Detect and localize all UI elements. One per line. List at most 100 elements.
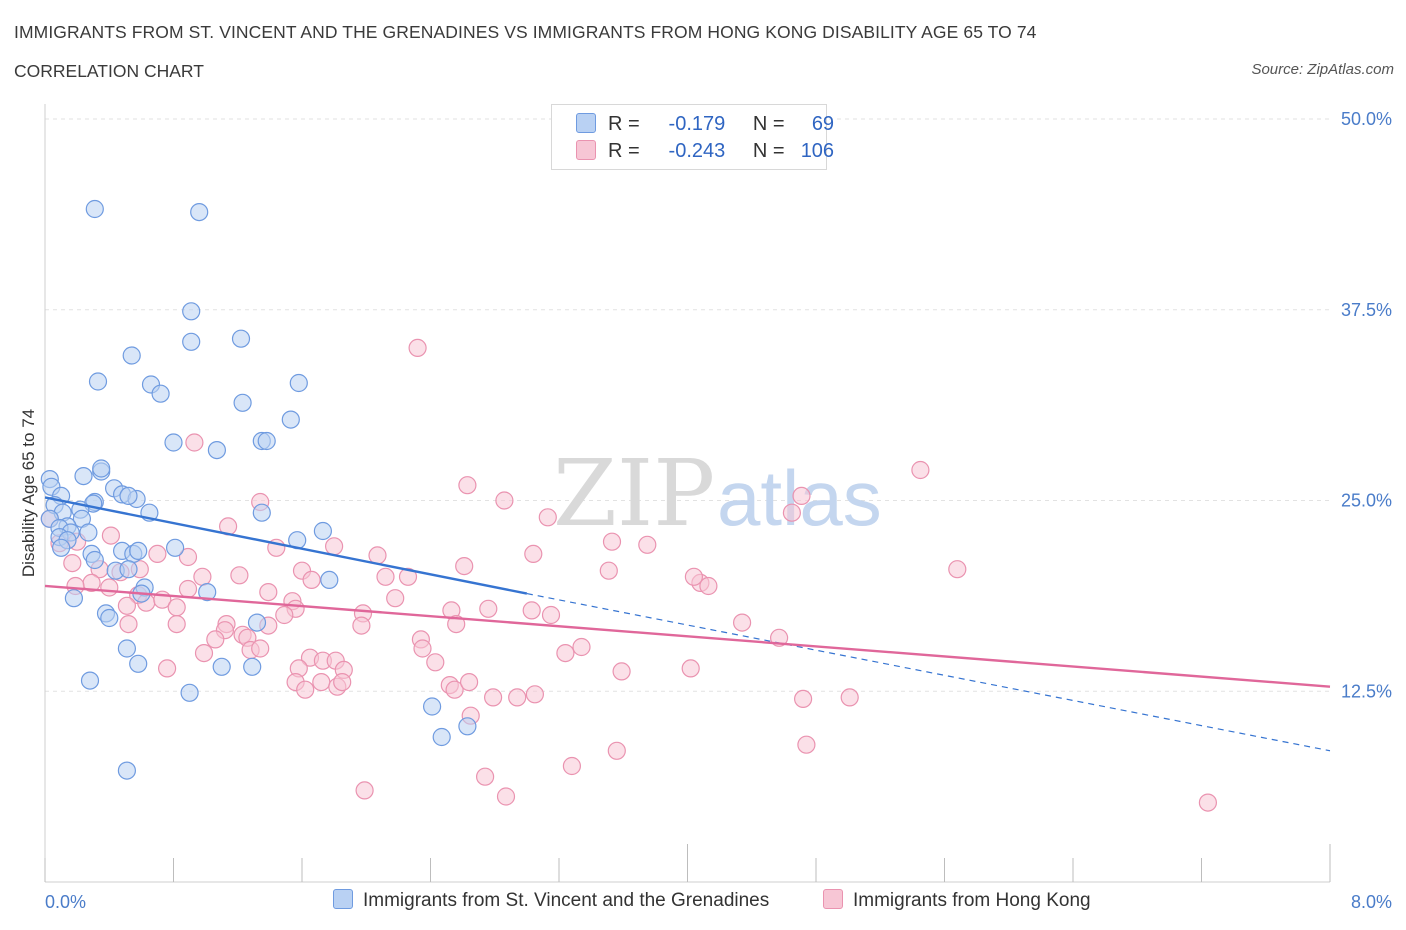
hong-kong-point-0 (408, 338, 427, 357)
st-vincent-point-42 (51, 538, 71, 557)
legend-row-st-vincent: R = -0.179 N = 69 (576, 113, 834, 139)
hong-kong-point-93 (508, 688, 527, 707)
hong-kong-point-71 (732, 613, 752, 632)
hong-kong-point-100 (562, 756, 582, 776)
st-vincent-point-65 (180, 683, 199, 702)
x-tick-label-max: 8.0% (1351, 892, 1392, 912)
hong-kong-point-81 (612, 662, 631, 681)
st-vincent-point-37 (79, 523, 98, 542)
st-vincent-point-18 (74, 467, 93, 486)
hong-kong-point-6 (792, 486, 811, 505)
series-legend: Immigrants from St. Vincent and the Gren… (0, 889, 1406, 915)
hong-kong-point-10 (101, 526, 121, 545)
hong-kong-point-55 (541, 605, 561, 625)
watermark: ZIP atlas (553, 440, 882, 547)
hong-kong-point-17 (325, 537, 344, 556)
st-vincent-point-60 (117, 639, 137, 658)
hong-kong-point-47 (167, 598, 186, 617)
hong-kong-point-91 (296, 680, 315, 699)
hong-kong-point-38 (178, 579, 198, 599)
hong-kong-point-104 (1198, 793, 1218, 812)
hong-kong-point-58 (167, 614, 186, 634)
hong-kong-point-15 (602, 532, 622, 551)
hong-kong-point-3 (458, 476, 477, 495)
watermark-zip: ZIP (553, 440, 715, 547)
hong-kong-point-7 (538, 508, 557, 527)
y-tick-label-0: 12.5% (1341, 681, 1392, 701)
hong-kong-point-99 (797, 735, 816, 754)
legend-n-value-hong-kong: 106 (800, 140, 835, 162)
hong-kong-point-33 (230, 566, 249, 585)
legend-swatch-st-vincent (333, 889, 353, 909)
st-vincent-point-47 (85, 550, 104, 570)
st-vincent-point-15 (207, 441, 226, 460)
hong-kong-point-65 (206, 630, 225, 649)
st-vincent-point-67 (458, 717, 477, 736)
st-vincent-point-62 (212, 657, 231, 676)
st-vincent-point-49 (129, 541, 148, 561)
hong-kong-point-80 (426, 653, 445, 672)
hong-kong-point-96 (840, 688, 859, 707)
trend-line-st-vincent (44, 496, 528, 595)
st-vincent-point-3 (182, 332, 201, 351)
st-vincent-point-64 (80, 671, 100, 690)
y-tick-label-3: 50.0% (1341, 109, 1392, 129)
legend-n-label: N = (752, 113, 785, 135)
legend-item-st-vincent: Immigrants from St. Vincent and the Gren… (333, 889, 769, 912)
hong-kong-point-105 (684, 567, 704, 586)
legend-r-value-st-vincent: -0.179 (668, 113, 726, 135)
st-vincent-point-11 (281, 410, 300, 429)
hong-kong-point-94 (525, 685, 545, 704)
hong-kong-point-37 (100, 578, 119, 597)
st-vincent-point-59 (247, 613, 267, 632)
hong-kong-point-19 (524, 544, 543, 564)
legend-n-value-st-vincent: 69 (811, 113, 835, 135)
chart-subtitle: CORRELATION CHART (14, 61, 204, 81)
st-vincent-point-25 (119, 486, 138, 505)
hong-kong-point-70 (251, 639, 270, 658)
legend-item-hong-kong: Immigrants from Hong Kong (823, 889, 1091, 912)
hong-kong-point-92 (484, 688, 503, 707)
st-vincent-point-19 (92, 459, 111, 478)
chart-title: IMMIGRANTS FROM ST. VINCENT AND THE GREN… (14, 22, 1037, 42)
hong-kong-point-39 (259, 582, 278, 602)
hong-kong-point-50 (275, 605, 294, 625)
hong-kong-point-74 (556, 643, 575, 663)
x-tick-label-min: 0.0% (45, 892, 86, 912)
st-vincent-point-4 (231, 329, 251, 348)
hong-kong-point-53 (479, 599, 498, 618)
hong-kong-point-1 (185, 433, 204, 452)
st-vincent-point-61 (129, 654, 148, 673)
hong-kong-point-95 (793, 689, 813, 709)
legend-label-hong-kong: Immigrants from Hong Kong (853, 890, 1091, 911)
st-vincent-point-68 (432, 727, 451, 747)
points-hong-kong (40, 338, 1218, 812)
correlation-legend: R = -0.179 N = 69 R = -0.243 N = 106 (551, 104, 834, 170)
hong-kong-point-89 (445, 680, 464, 699)
trend-line-hong-kong (44, 584, 1331, 688)
hong-kong-point-2 (911, 460, 930, 480)
st-vincent-point-9 (289, 373, 308, 393)
st-vincent-point-51 (119, 560, 138, 579)
hong-kong-point-85 (312, 672, 331, 692)
hong-kong-point-62 (352, 616, 371, 635)
y-tick-label-1: 25.0% (1341, 491, 1392, 511)
hong-kong-point-31 (398, 567, 418, 586)
st-vincent-point-14 (257, 431, 276, 451)
hong-kong-point-98 (607, 741, 626, 760)
legend-r-label: R = (608, 113, 640, 135)
hong-kong-point-32 (193, 567, 212, 586)
hong-kong-point-16 (638, 535, 657, 554)
st-vincent-point-0 (85, 199, 104, 219)
st-vincent-point-58 (100, 608, 119, 628)
legend-swatch-hong-kong (823, 889, 843, 909)
trend-layer (44, 496, 1331, 752)
hong-kong-point-48 (386, 589, 405, 608)
st-vincent-point-55 (64, 589, 84, 608)
st-vincent-point-69 (117, 761, 137, 780)
hong-kong-point-46 (117, 596, 137, 615)
hong-kong-point-21 (368, 546, 387, 565)
points-st-vincent (40, 199, 477, 780)
hong-kong-point-24 (948, 560, 967, 579)
hong-kong-point-18 (148, 544, 167, 564)
